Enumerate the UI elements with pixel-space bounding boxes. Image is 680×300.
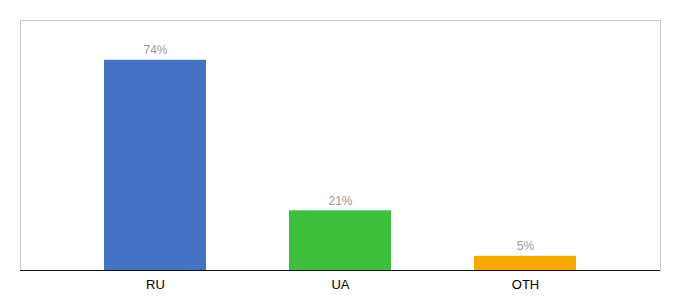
svg-text:RU: RU xyxy=(146,277,165,292)
svg-text:UA: UA xyxy=(331,277,349,292)
svg-text:74%: 74% xyxy=(143,43,167,57)
svg-text:5%: 5% xyxy=(517,239,535,253)
svg-text:OTH: OTH xyxy=(512,277,539,292)
svg-text:21%: 21% xyxy=(328,194,352,208)
